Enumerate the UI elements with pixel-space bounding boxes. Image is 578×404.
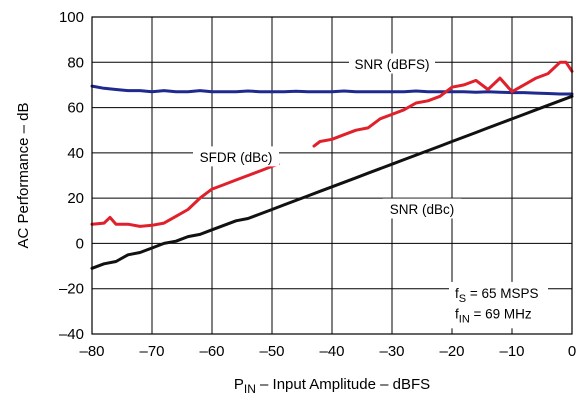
x-tick-label: 0: [568, 343, 576, 360]
series-label: SNR (dBc): [390, 202, 455, 217]
y-tick-label: –40: [59, 326, 84, 343]
y-tick-label: 40: [67, 145, 84, 162]
y-tick-label: 100: [59, 9, 84, 26]
data-series: [90, 60, 574, 270]
x-tick-label: –10: [499, 343, 524, 360]
y-tick-label: 20: [67, 190, 84, 207]
series-label: SNR (dBFS): [354, 57, 429, 72]
x-tick-label: –60: [199, 343, 224, 360]
series-label: SFDR (dBc): [200, 150, 273, 165]
y-axis-label: AC Performance – dB: [15, 103, 32, 249]
y-tick-label: 0: [76, 235, 84, 252]
series-line-snr-dbfs: [90, 84, 574, 96]
series-label-bg: [193, 146, 279, 167]
annotation-bg: [449, 281, 548, 329]
x-tick-label: –20: [439, 343, 464, 360]
x-tick-label: –70: [139, 343, 164, 360]
series-line-sfdr-dbc: [90, 162, 280, 228]
annotation-text: fIN = 69 MHz: [455, 307, 532, 326]
x-tick-label: –40: [319, 343, 344, 360]
tick-labels: –80 –70 –60 –50 –40 –30 –20 –10 0 –40 –20 0 20 40 60 80…: [59, 9, 576, 360]
y-tick-label: 80: [67, 54, 84, 71]
annotations: fS = 65 MSPS fIN = 69 MHz: [449, 281, 548, 329]
series-label-bg: [382, 198, 462, 219]
x-tick-label: –80: [79, 343, 104, 360]
series-line-snr-dbc: [90, 94, 574, 270]
y-tick-label: –20: [59, 281, 84, 298]
series-labels: SNR (dBFS) SFDR (dBc) SNR (dBc): [193, 53, 462, 219]
x-axis-label: PIN – Input Amplitude – dBFS: [234, 376, 430, 396]
x-tick-label: –50: [259, 343, 284, 360]
y-tick-label: 60: [67, 100, 84, 117]
series-label-bg: [349, 53, 435, 74]
series-line-sfdr-dbc: [312, 60, 574, 148]
plot-frame: [91, 16, 573, 335]
annotation-text: fS = 65 MSPS: [455, 286, 539, 305]
x-tick-label: –30: [379, 343, 404, 360]
